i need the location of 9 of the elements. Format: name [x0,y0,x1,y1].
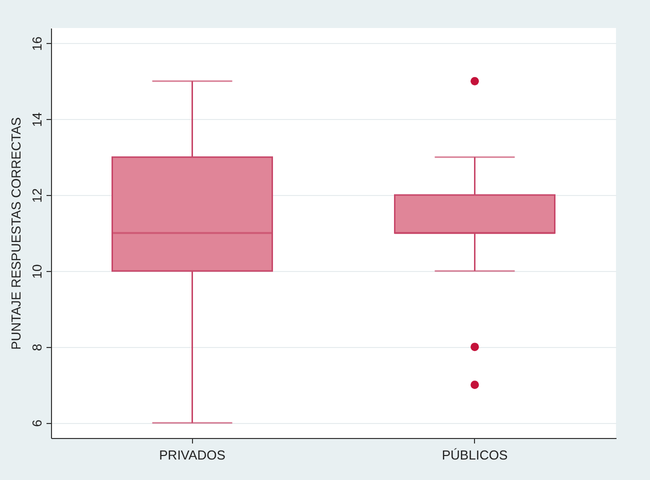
y-tick-label: 14 [30,112,44,127]
y-axis-title: PUNTAJE RESPUESTAS CORRECTAS [8,116,24,350]
x-tick-label: PÚBLICOS [442,448,508,462]
y-tick-label: 16 [30,36,44,51]
y-tick-label: 6 [30,420,44,427]
x-tick-label: PRIVADOS [159,448,226,462]
y-tick-label: 12 [30,188,44,203]
y-tick-label: 8 [30,344,44,352]
y-tick-label: 10 [30,264,44,279]
